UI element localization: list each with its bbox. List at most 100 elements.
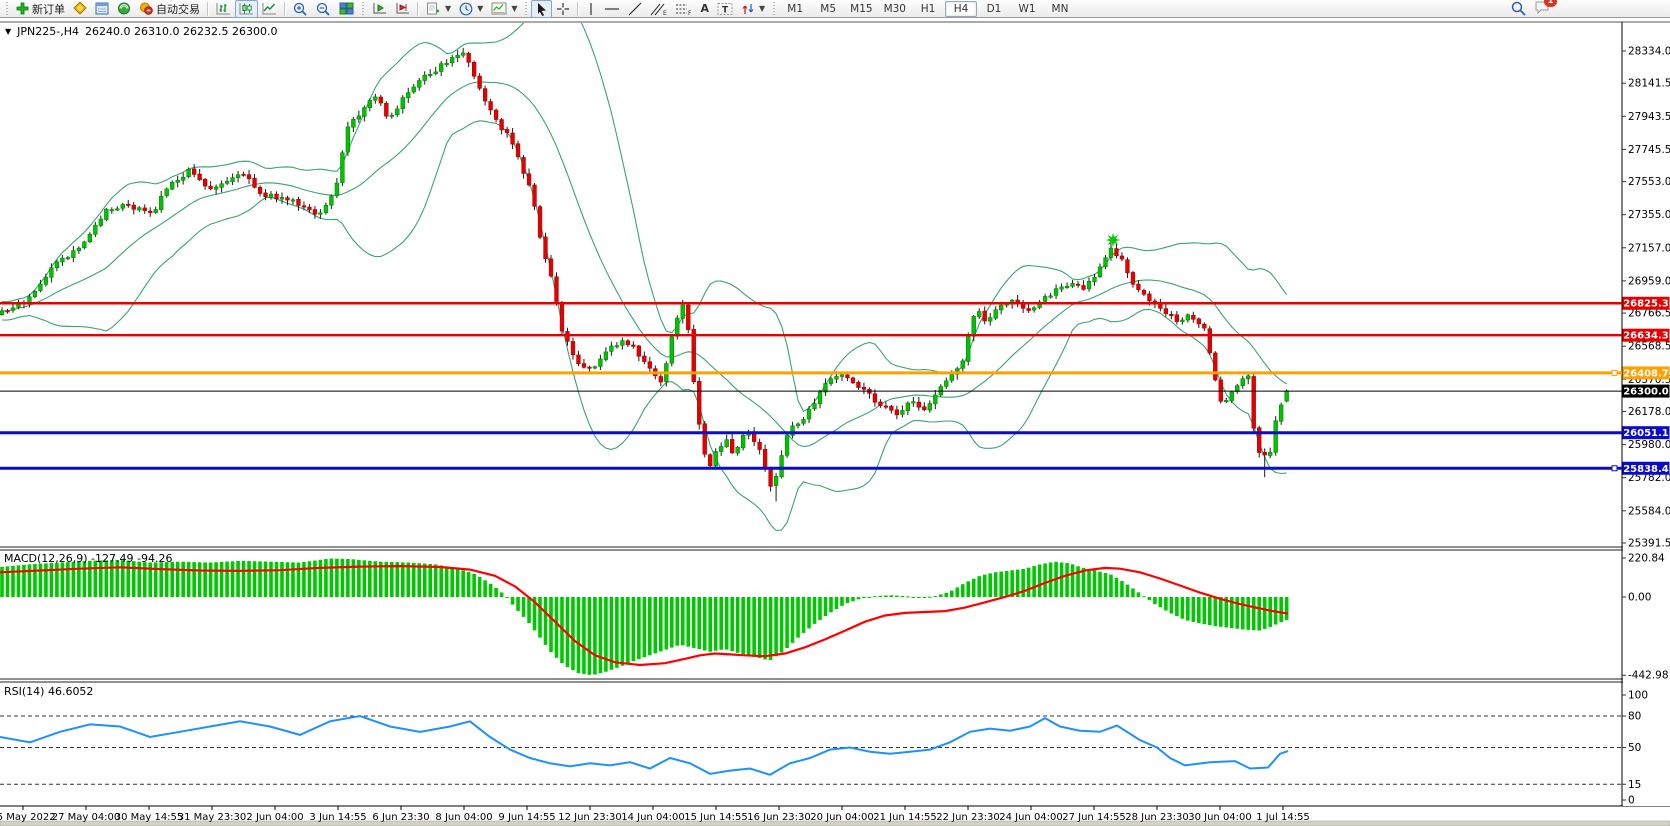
axis-tick-label: 15 <box>1628 779 1641 791</box>
timeframe-button-M1[interactable]: M1 <box>787 2 804 15</box>
new-order-label: 新订单 <box>32 2 65 16</box>
axis-tick-label: 0.00 <box>1628 592 1651 604</box>
price-badge-26051.1 <box>1622 426 1670 440</box>
axis-tick-label: 27157.0 <box>1628 242 1670 254</box>
toolbar-grip[interactable] <box>773 2 776 15</box>
indicators-icon <box>427 2 439 14</box>
bar-chart-icon <box>216 3 230 15</box>
navigator-button[interactable] <box>113 0 135 18</box>
auto-scroll-button[interactable] <box>368 0 391 18</box>
timeframe-bar: M1 M5 M15 M30 H1 H4 D1 W1 MN <box>779 0 1076 17</box>
text-tool-button[interactable]: A <box>696 0 713 18</box>
axis-tick-label: 220.84 <box>1628 553 1665 565</box>
axis-tick-label: 26766.5 <box>1628 308 1670 320</box>
fibonacci-button[interactable]: F <box>671 0 696 18</box>
equidistant-channel-button[interactable]: E <box>646 0 671 18</box>
timeframe-button-H4[interactable]: H4 <box>944 0 977 17</box>
market-watch-icon <box>73 2 87 15</box>
price-badge-26408.7 <box>1622 366 1670 380</box>
axis-tick-label: -442.98 <box>1628 670 1669 682</box>
time-tick-label: 31 May 23:30 <box>178 812 247 823</box>
time-tick-label: 2 Jun 04:00 <box>246 812 303 823</box>
line-handle[interactable] <box>1611 369 1618 376</box>
time-tick-label: 27 May 04:00 <box>52 812 121 823</box>
axis-tick-label: 27553.0 <box>1628 176 1670 188</box>
axis-tick-label: 27745.5 <box>1628 144 1670 156</box>
tile-windows-button[interactable] <box>335 0 358 18</box>
data-window-icon <box>95 2 109 15</box>
time-tick-label: 16 Jun 23:30 <box>747 812 811 823</box>
toolbar-grip[interactable] <box>6 2 8 15</box>
notifications-button[interactable]: 1 <box>1534 0 1557 17</box>
price-badge-label: 26300.0 <box>1623 387 1669 398</box>
zoom-in-button[interactable] <box>289 0 312 18</box>
crosshair-button[interactable] <box>552 0 574 18</box>
toolbar-separator <box>417 1 419 16</box>
vertical-line-button[interactable] <box>582 0 600 18</box>
candlestick-chart-button[interactable] <box>235 0 258 18</box>
line-chart-button[interactable] <box>258 0 281 18</box>
toolbar-right-group: 1 <box>1511 0 1557 17</box>
chart-header: ▼ JPN225-,H4 26240.0 26310.0 26232.5 263… <box>5 25 277 38</box>
axis-tick-label: 25584.0 <box>1628 505 1670 517</box>
line-chart-icon <box>262 3 276 15</box>
main-toolbar: 新订单 自动交易 ▼ ▼ <box>0 0 1670 18</box>
svg-text:E: E <box>663 10 667 16</box>
axis-tick-label: 100 <box>1628 690 1648 702</box>
time-tick-label: 28 Jun 23:30 <box>1125 812 1189 823</box>
axis-tick-label: 26568.5 <box>1628 341 1670 353</box>
line-handle[interactable] <box>1611 465 1618 472</box>
time-tick-label: 21 Jun 14:55 <box>873 812 937 823</box>
time-tick-label: 9 Jun 14:55 <box>498 812 555 823</box>
new-order-button[interactable]: 新订单 <box>12 0 69 18</box>
time-tick-label: 30 May 14:55 <box>115 812 184 823</box>
toolbar-grip[interactable] <box>525 2 528 15</box>
axis-tick-label: 27355.0 <box>1628 209 1670 221</box>
timeframe-button-M30[interactable]: M30 <box>883 2 906 15</box>
autotrade-button[interactable]: 自动交易 <box>135 0 204 18</box>
dropdown-caret-icon: ▼ <box>511 4 518 13</box>
zoom-out-icon <box>316 2 330 16</box>
templates-icon <box>491 2 507 15</box>
navigator-icon <box>118 2 130 15</box>
data-window-button[interactable] <box>91 0 113 18</box>
price-badge-26300.0 <box>1622 384 1670 398</box>
search-icon[interactable] <box>1511 1 1526 16</box>
crosshair-icon <box>557 2 570 15</box>
horizontal-line-button[interactable] <box>600 0 624 18</box>
buy-signal-star-marker[interactable] <box>1105 232 1121 248</box>
time-tick-label: 27 Jun 14:55 <box>1062 812 1126 823</box>
time-tick-label: 20 Jun 04:00 <box>810 812 874 823</box>
trendline-button[interactable] <box>624 0 646 18</box>
toolbar-grip[interactable] <box>362 2 364 15</box>
price-badge-label: 26634.3 <box>1623 331 1669 342</box>
zoom-in-icon <box>293 2 307 16</box>
timeframe-button-D1[interactable]: D1 <box>986 2 1002 15</box>
horizontal-line-icon <box>605 7 620 10</box>
tile-windows-icon <box>339 2 354 15</box>
timeframe-button-M5[interactable]: M5 <box>820 2 837 15</box>
arrows-tool-button[interactable]: ▼ <box>737 0 769 18</box>
bar-chart-button[interactable] <box>212 0 235 18</box>
periods-button[interactable]: ▼ <box>455 0 487 18</box>
axis-tick-label: 26959.0 <box>1628 275 1670 287</box>
text-label-icon: T <box>717 2 733 15</box>
indicators-button[interactable]: ▼ <box>422 0 455 18</box>
text-label-button[interactable]: T <box>713 0 737 18</box>
timeframe-button-M15[interactable]: M15 <box>850 2 873 15</box>
timeframe-button-MN[interactable]: MN <box>1051 2 1069 15</box>
timeframe-button-W1[interactable]: W1 <box>1018 2 1036 15</box>
timeframe-button-H1[interactable]: H1 <box>920 2 936 15</box>
cursor-button[interactable] <box>531 0 553 18</box>
price-axis[interactable]: 28334.0 28141.5 27943.5 27745.5 27553.0 27355… <box>1622 23 1670 807</box>
cursor-icon <box>538 2 547 16</box>
zoom-out-button[interactable] <box>312 0 335 18</box>
collapse-icon[interactable]: ▼ <box>5 27 12 36</box>
market-watch-button[interactable] <box>69 0 91 18</box>
chart-shift-button[interactable] <box>391 0 414 18</box>
axis-tick-label: 28334.0 <box>1628 46 1670 58</box>
trendline-icon <box>629 2 642 15</box>
templates-button[interactable]: ▼ <box>487 0 521 18</box>
